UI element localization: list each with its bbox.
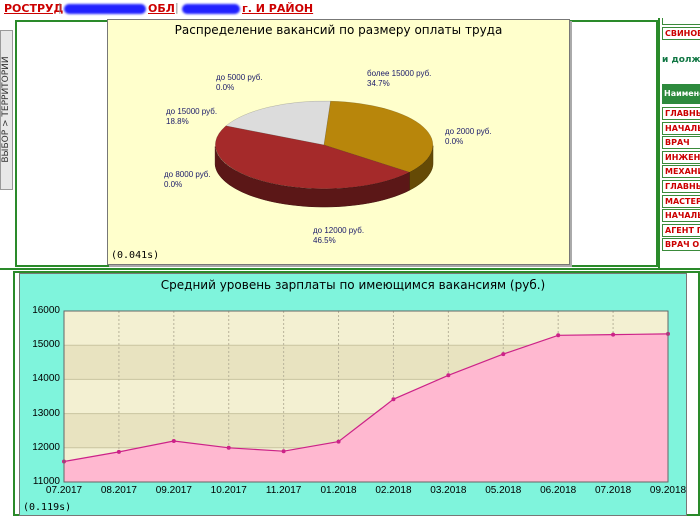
list-item[interactable]: ВРАЧ <box>662 136 700 150</box>
salary-point-07.2018 <box>611 332 616 337</box>
breadcrumb-link-oblast[interactable]: ОБЛ <box>148 2 175 15</box>
territory-select-tab[interactable]: ВЫБОР > ТЕРРИТОРИИ <box>0 30 13 190</box>
salary-point-06.2018 <box>556 333 561 338</box>
breadcrumb-separator: | <box>175 1 179 14</box>
breadcrumb: РОСТРУД | ОБЛ | г. И РАЙОН <box>0 0 700 18</box>
list-item[interactable]: АГЕНТ П <box>662 223 700 237</box>
pie-slice-0 <box>323 100 434 173</box>
pie-label-over-15000: более 15000 руб. 34.7% <box>367 69 432 88</box>
y-tick-label: 15000 <box>32 339 60 351</box>
list-item-cropped[interactable] <box>662 18 700 25</box>
redacted-region-text <box>64 4 146 14</box>
territory-select-label: ВЫБОР > ТЕРРИТОРИИ <box>1 56 11 163</box>
salary-point-01.2018 <box>336 439 341 444</box>
pie-chart-title: Распределение вакансий по размеру оплаты… <box>174 23 503 37</box>
line-render-time: (0.119s) <box>23 502 72 513</box>
salary-point-11.2017 <box>281 449 286 454</box>
list-item[interactable]: ГЛАВНЫ <box>662 107 700 120</box>
x-tick-label: 07.2018 <box>595 485 632 496</box>
y-tick-label: 14000 <box>32 373 60 385</box>
x-tick-label: 11.2017 <box>265 485 302 496</box>
section-divider <box>0 268 700 272</box>
x-tick-label: 10.2017 <box>210 485 247 496</box>
x-tick-label: 06.2018 <box>540 485 577 496</box>
salary-point-03.2018 <box>446 373 451 378</box>
list-item[interactable]: МЕХАНИ <box>662 165 700 179</box>
y-tick-label: 11000 <box>32 476 60 487</box>
breadcrumb-link-city[interactable]: г. И РАЙОН <box>242 2 314 15</box>
list-item[interactable]: НАЧАЛЬ <box>662 209 700 223</box>
line-chart: Средний уровень зарплаты по имеющимся ва… <box>19 273 687 516</box>
line-chart-plot <box>62 310 670 483</box>
pie-label-to-12000: до 12000 руб. 46.5% <box>313 226 365 245</box>
pie-label-to-2000: до 2000 руб. 0.0% <box>445 127 492 146</box>
x-tick-label: 03.2018 <box>430 485 467 496</box>
vacancy-list-panel: СВИНОВ и долж Наимено ГЛАВНЫНАЧАЛЬВРАЧИН… <box>658 18 700 268</box>
pie-chart: Распределение вакансий по размеру оплаты… <box>107 19 570 265</box>
pie-slice-side-2 <box>214 146 410 208</box>
pie-label-to-15000: до 15000 руб. 18.8% <box>166 107 218 126</box>
salary-point-02.2018 <box>391 397 396 402</box>
y-tick-label: 12000 <box>32 441 60 453</box>
x-tick-label: 02.2018 <box>375 485 412 496</box>
salary-point-05.2018 <box>501 352 506 357</box>
redacted-city-text <box>182 4 240 14</box>
x-tick-label: 08.2017 <box>100 485 137 496</box>
x-tick-label: 01.2018 <box>320 485 357 496</box>
salary-point-08.2017 <box>116 449 121 454</box>
x-tick-label: 07.2017 <box>45 485 83 496</box>
x-tick-label: 09.2017 <box>155 485 192 496</box>
salary-point-10.2017 <box>226 445 231 450</box>
breadcrumb-link-rostrud[interactable]: РОСТРУД <box>4 2 64 15</box>
list-item[interactable]: ИНЖЕНЕ <box>662 150 700 164</box>
pie-label-to-5000: до 5000 руб. 0.0% <box>216 73 263 92</box>
y-tick-label: 13000 <box>32 407 60 419</box>
x-tick-label: 09.2018 <box>649 485 687 496</box>
salary-point-09.2017 <box>171 438 176 443</box>
list-subtitle: и долж <box>662 55 700 65</box>
salary-area <box>64 333 668 482</box>
pie-slice-2 <box>215 125 411 190</box>
pie-render-time: (0.041s) <box>111 250 160 261</box>
pie-label-to-8000: до 8000 руб. 0.0% <box>164 170 211 189</box>
list-item[interactable]: МАСТЕР <box>662 194 700 208</box>
list-item[interactable]: ВРАЧ ОБ <box>662 238 700 252</box>
list-column-header: Наимено <box>662 84 700 104</box>
line-chart-title: Средний уровень зарплаты по имеющимся ва… <box>160 278 546 292</box>
pie-slice-4 <box>225 100 331 146</box>
list-item-top[interactable]: СВИНОВ <box>662 27 700 40</box>
x-tick-label: 05.2018 <box>485 485 522 496</box>
salary-line <box>63 333 669 463</box>
y-tick-label: 16000 <box>32 305 60 316</box>
list-item[interactable]: НАЧАЛЬ <box>662 121 700 135</box>
pie-chart-plot <box>214 100 434 208</box>
plot-border <box>63 310 669 483</box>
list-item[interactable]: ГЛАВНЫ <box>662 180 700 193</box>
breadcrumb-separator: | <box>58 1 62 14</box>
